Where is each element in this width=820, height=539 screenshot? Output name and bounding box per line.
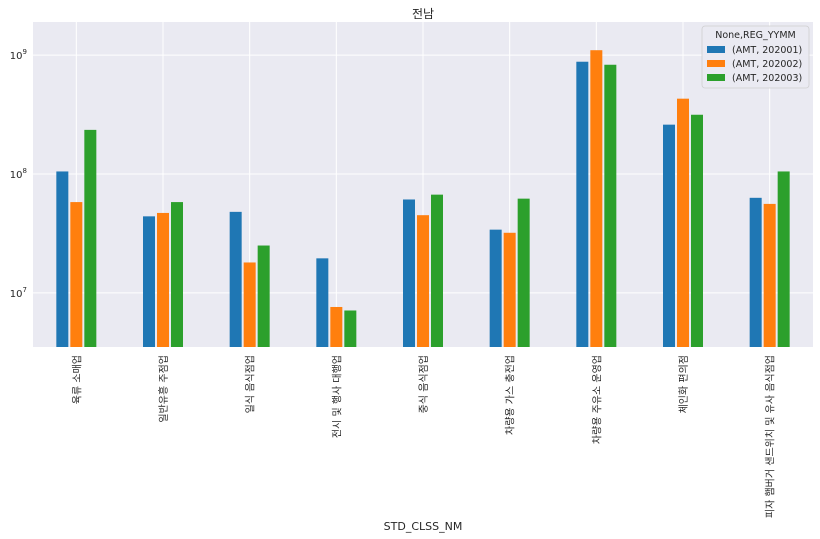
- chart-title: 전남: [411, 7, 435, 21]
- legend-swatch: [707, 60, 725, 67]
- x-tick-label: 체인화 편의점: [678, 355, 690, 413]
- bar: [431, 194, 443, 347]
- bar: [503, 232, 516, 347]
- bar: [604, 64, 617, 347]
- bar: [576, 61, 589, 347]
- bar: [157, 212, 169, 347]
- y-tick-label: 109: [10, 48, 27, 62]
- bar: [417, 215, 429, 347]
- x-axis-label: STD_CLSS_NM: [383, 520, 463, 533]
- bar: [316, 258, 329, 347]
- legend-label: (AMT, 202003): [732, 73, 802, 84]
- legend: None,REG_YYMM (AMT, 202001) (AMT, 202002) (…: [701, 25, 810, 89]
- bar: [663, 124, 675, 348]
- bar: [344, 310, 357, 347]
- legend-label: (AMT, 202001): [732, 45, 802, 56]
- bar: [143, 216, 155, 347]
- bar: [330, 306, 343, 347]
- bar: [691, 114, 703, 347]
- bar: [777, 171, 790, 347]
- x-tick-label: 전시 및 행사 대행업: [330, 355, 343, 438]
- bar: [749, 197, 762, 347]
- bar: [243, 262, 256, 347]
- bar: [489, 229, 502, 347]
- x-tick-label: 일반유흥 주점업: [157, 355, 170, 423]
- bar: [403, 199, 415, 347]
- legend-swatch: [707, 74, 725, 81]
- bar: [517, 198, 530, 347]
- legend-title: None,REG_YYMM: [715, 30, 796, 41]
- bar: [763, 203, 776, 347]
- bar: [257, 245, 270, 347]
- legend-swatch: [707, 46, 725, 53]
- bar: [84, 129, 97, 347]
- bar: [229, 211, 242, 347]
- bar: [677, 98, 689, 347]
- legend-box: [701, 25, 810, 89]
- bar: [171, 202, 183, 347]
- x-tick-label: 일식 음식점업: [244, 355, 257, 413]
- x-tick-label: 피자 햄버거 샌드위치 및 유사 음식점업: [764, 355, 777, 518]
- x-tick-label: 차량용 주유소 운영업: [590, 355, 603, 444]
- y-tick-label: 108: [10, 167, 27, 181]
- x-tick-label: 육류 소매업: [70, 355, 83, 404]
- bar: [70, 202, 83, 347]
- legend-label: (AMT, 202002): [732, 59, 802, 70]
- bar: [56, 171, 69, 347]
- bar: [590, 50, 603, 348]
- x-tick-label: 중식 음식점업: [417, 355, 430, 413]
- x-tick-label: 차량용 가스 충전업: [504, 355, 517, 435]
- y-tick-label: 107: [10, 286, 27, 300]
